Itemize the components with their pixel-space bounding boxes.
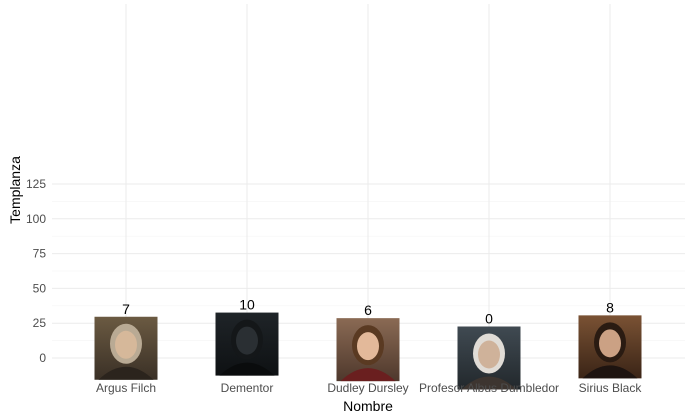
data-label: 8 [606, 299, 614, 315]
y-tick-label: 125 [26, 177, 46, 191]
data-label: 7 [122, 301, 130, 317]
x-tick-label: Profesor Albus Dumbledor [419, 381, 559, 395]
y-tick-label: 100 [26, 212, 46, 226]
x-axis-ticks: Argus Filch Dementor Dudley Dursley Profeso… [96, 381, 642, 395]
data-label: 0 [485, 311, 493, 327]
x-tick-label: Sirius Black [579, 381, 643, 395]
y-tick-label: 50 [33, 281, 47, 295]
y-tick-label: 25 [33, 316, 47, 330]
y-axis-ticks: 0 25 50 75 100 125 [26, 177, 46, 365]
value-labels: 7 10 6 0 8 [122, 297, 614, 327]
character-portrait-image [578, 315, 642, 379]
y-axis-title: Templanza [7, 156, 23, 224]
data-label: 6 [364, 302, 372, 318]
x-axis-title: Nombre [343, 398, 393, 414]
character-portrait-image [457, 326, 521, 390]
character-portrait-image [94, 316, 158, 380]
data-label: 10 [239, 297, 255, 313]
y-tick-label: 75 [33, 247, 47, 261]
x-tick-label: Argus Filch [96, 381, 156, 395]
x-tick-label: Dementor [221, 381, 274, 395]
x-tick-label: Dudley Dursley [327, 381, 408, 395]
y-tick-label: 0 [39, 351, 46, 365]
character-portrait-image [336, 318, 400, 382]
character-portrait-image [215, 312, 279, 376]
portraits [94, 312, 642, 390]
